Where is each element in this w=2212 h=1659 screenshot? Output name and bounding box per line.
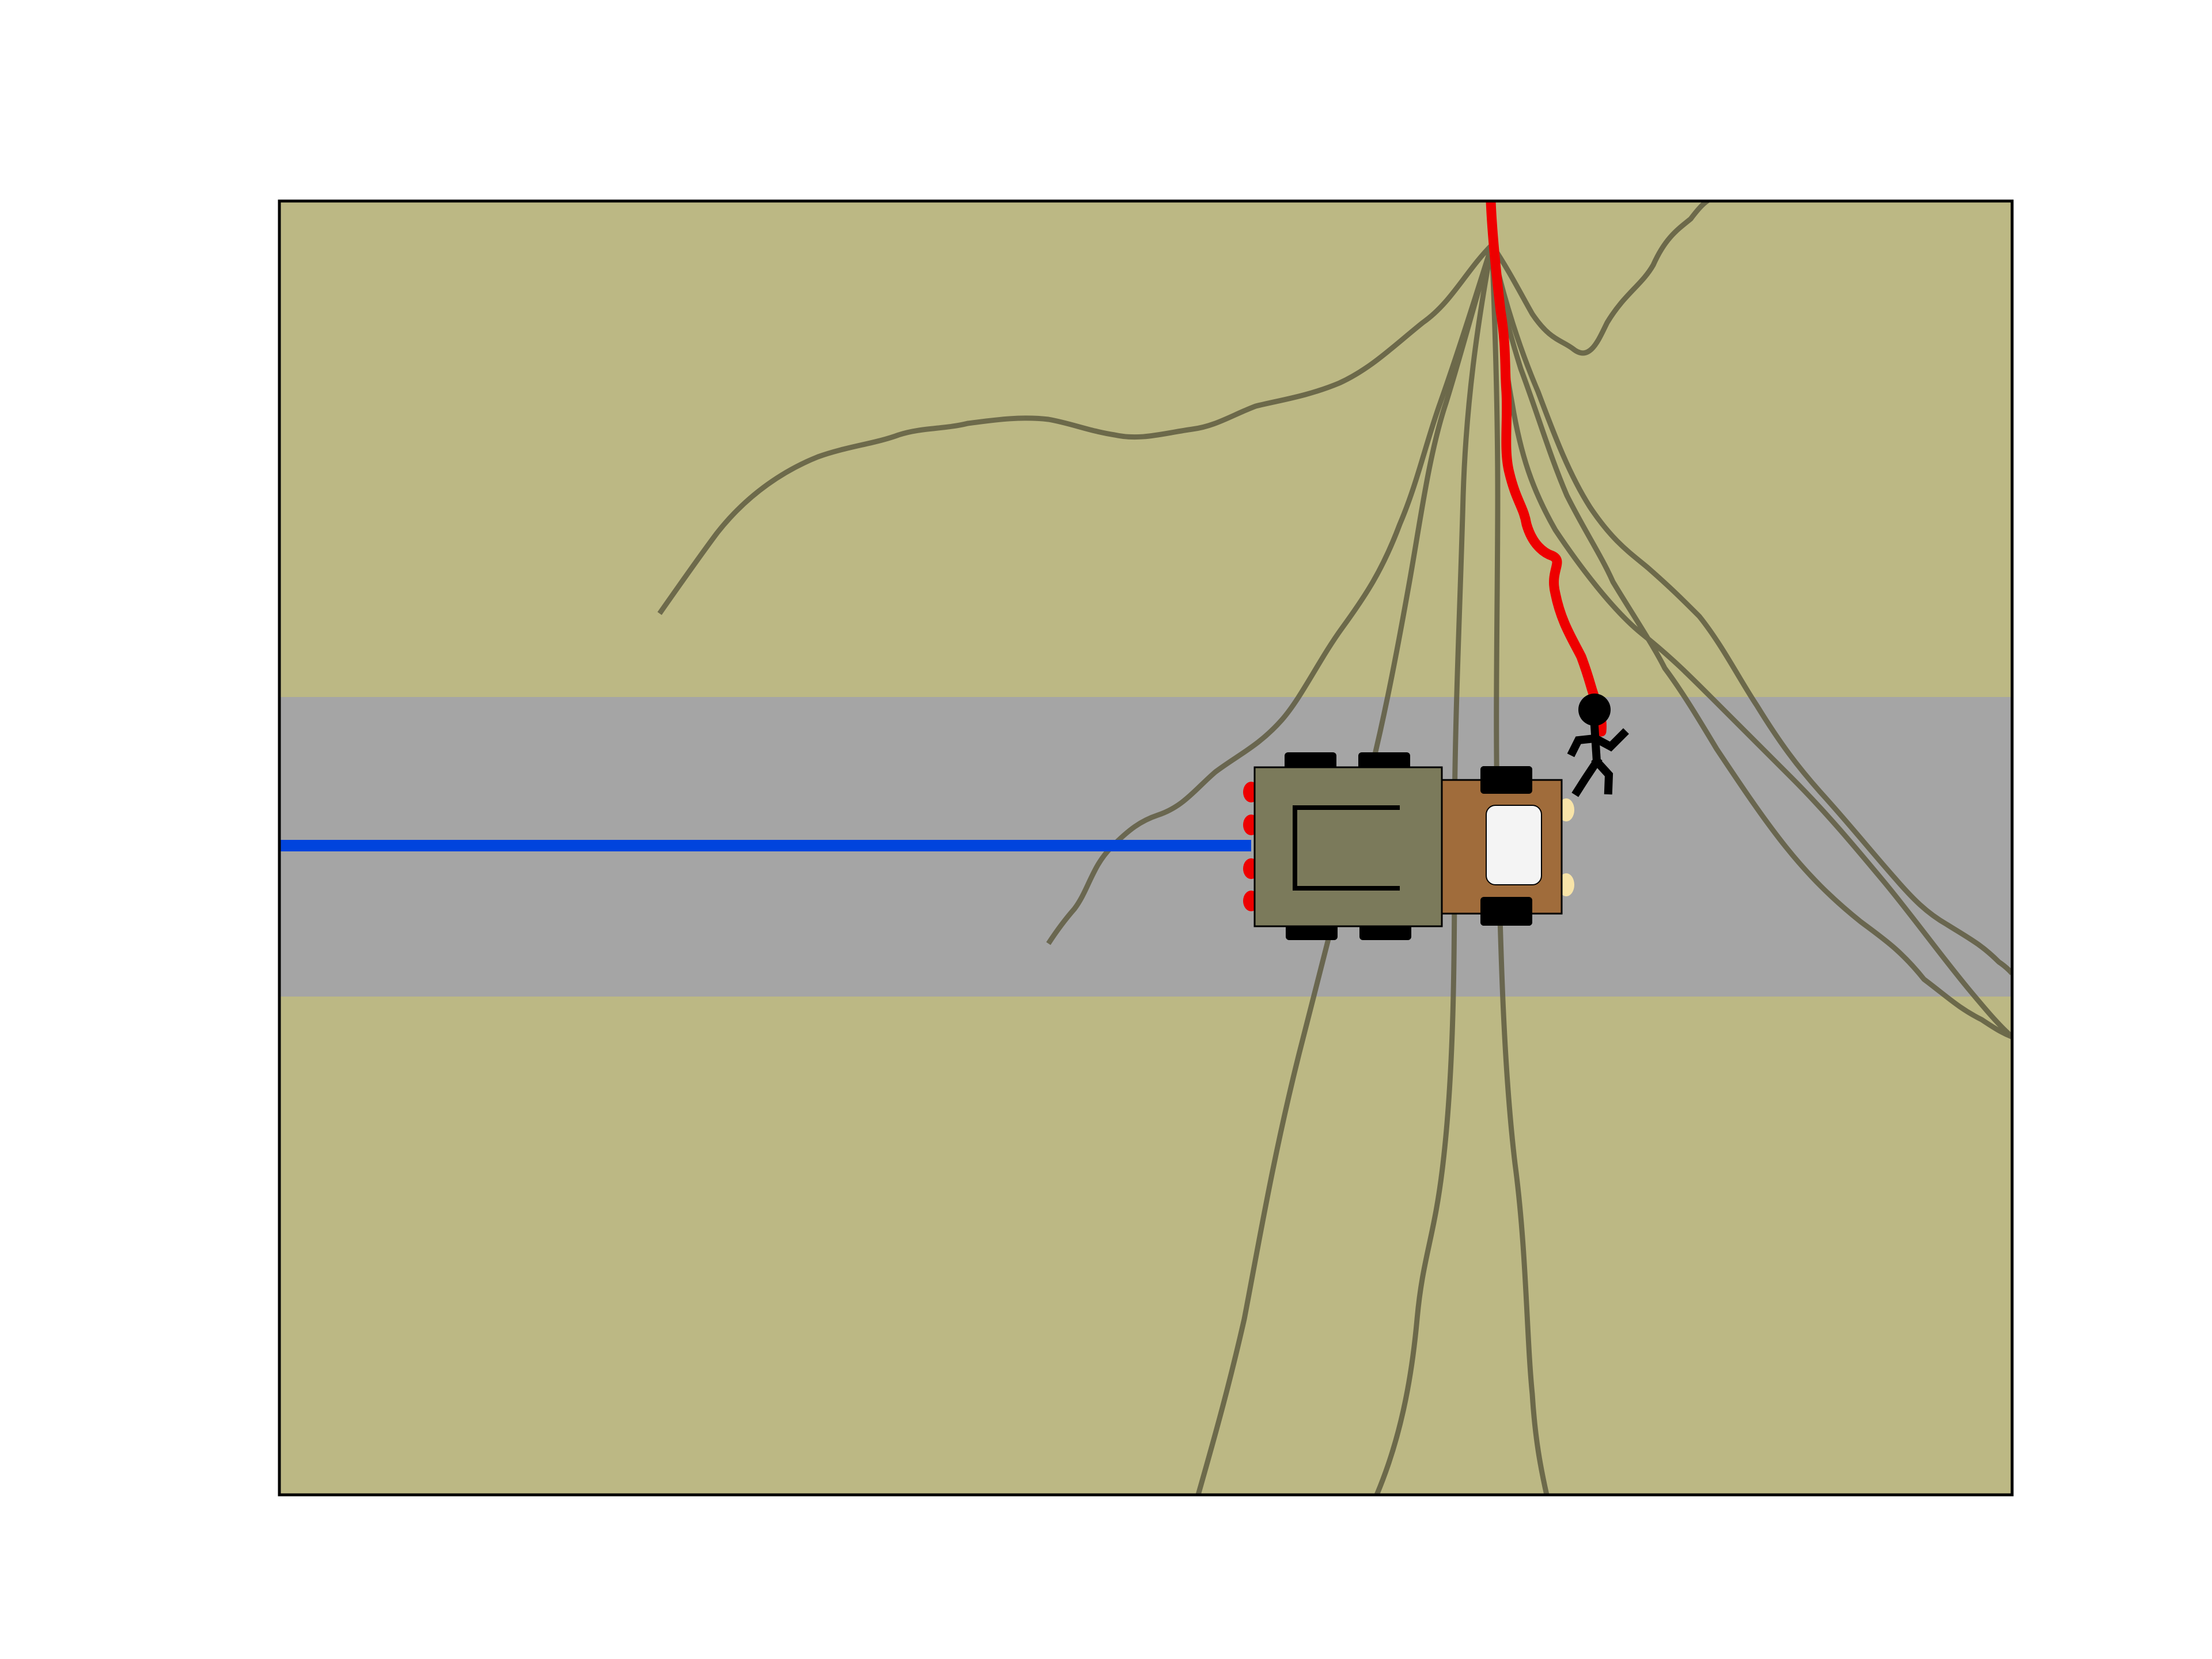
truck-bed-outline xyxy=(1293,805,1400,891)
pedestrian-arm-back xyxy=(1567,734,1599,757)
wheel xyxy=(1480,766,1532,794)
trajectory-down-middle xyxy=(1374,244,1495,1495)
truck-rear-body xyxy=(1253,766,1443,927)
plot-frame xyxy=(278,199,2014,1497)
trajectory-to-road-left xyxy=(1046,244,1495,945)
truck-windshield xyxy=(1486,805,1542,885)
trajectory-down-right xyxy=(1489,244,1550,1495)
truck-icon xyxy=(1243,752,1574,940)
pedestrian-leg-back xyxy=(1571,756,1603,797)
trajectory-right-near xyxy=(1489,244,2012,975)
trajectory-right-far xyxy=(1489,244,2012,1039)
pedestrian-body xyxy=(1590,721,1601,766)
pedestrian-leg-front xyxy=(1591,756,1613,795)
pedestrian-head xyxy=(1578,694,1611,726)
trajectory-upper-right xyxy=(1490,201,1713,356)
trajectory-arc-left xyxy=(657,243,1494,615)
wheel xyxy=(1480,897,1532,926)
trajectory-right-mid xyxy=(1489,244,2012,1040)
plot-area xyxy=(279,201,2012,1495)
running-person-icon xyxy=(1567,694,1629,797)
pedestrian-path xyxy=(1486,201,1607,737)
pedestrian-arm-front xyxy=(1590,728,1629,752)
